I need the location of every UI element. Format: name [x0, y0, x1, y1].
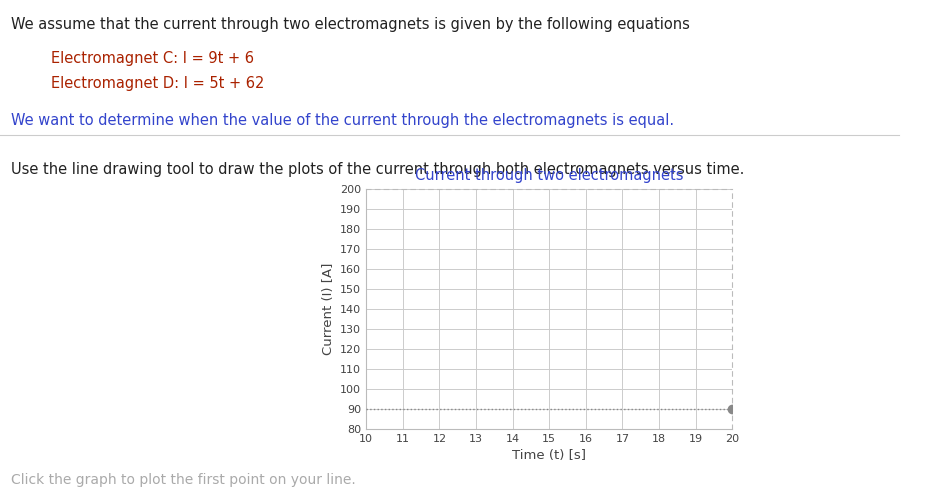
Text: Electromagnet D: I = 5t + 62: Electromagnet D: I = 5t + 62: [51, 76, 264, 91]
Text: We assume that the current through two electromagnets is given by the following : We assume that the current through two e…: [11, 17, 690, 32]
Text: Click the graph to plot the first point on your line.: Click the graph to plot the first point …: [11, 473, 356, 487]
Text: Use the line drawing tool to draw the plots of the current through both electrom: Use the line drawing tool to draw the pl…: [11, 162, 744, 177]
Text: Electromagnet C: I = 9t + 6: Electromagnet C: I = 9t + 6: [51, 51, 254, 67]
Title: Current through two electromagnets: Current through two electromagnets: [415, 169, 683, 183]
Y-axis label: Current (I) [A]: Current (I) [A]: [322, 263, 335, 355]
Text: We want to determine when the value of the current through the electromagnets is: We want to determine when the value of t…: [11, 113, 674, 128]
X-axis label: Time (t) [s]: Time (t) [s]: [513, 449, 586, 462]
